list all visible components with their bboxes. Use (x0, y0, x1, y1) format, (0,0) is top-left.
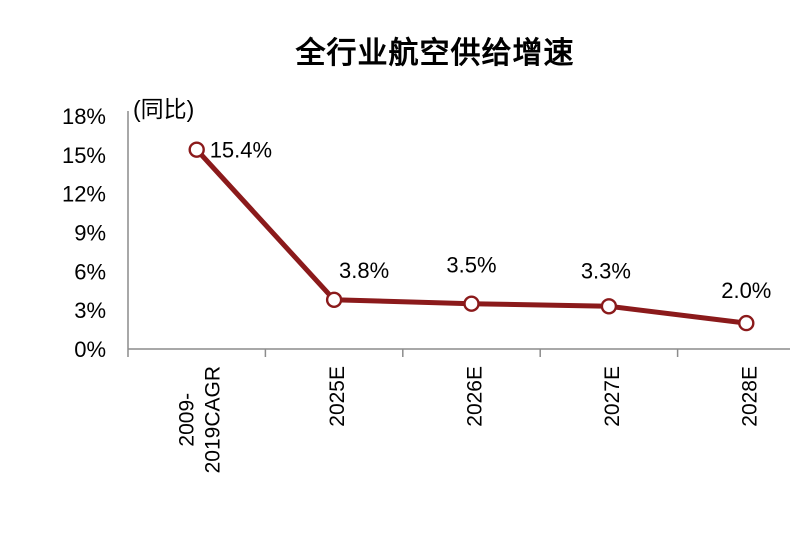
data-point-marker (738, 314, 755, 332)
y-axis-label: 6% (74, 259, 106, 284)
data-labels: 15.4% 3.8% 3.5% 3.3% 2.0% (210, 138, 772, 303)
x-axis-label: 2009- (176, 393, 199, 447)
markers (188, 141, 755, 332)
data-point-marker (188, 141, 205, 158)
data-label: 15.4% (210, 138, 272, 163)
y-axis-label: 0% (74, 337, 106, 362)
y-axis-label: 18% (62, 104, 106, 129)
data-label: 3.3% (581, 258, 631, 283)
chart-title: 全行业航空供给增速 (295, 37, 575, 70)
data-point-marker (463, 295, 480, 312)
y-axis-label: 3% (74, 298, 106, 323)
x-axis-label: 2027E (601, 366, 624, 427)
y-axis-label: 12% (62, 182, 106, 207)
y-axis-label: 9% (74, 221, 106, 246)
chart-canvas: 0% 3% 6% 9% 12% 15% 18% 2009- 2019CAGR 2025E 2026E… (62, 104, 790, 473)
chart-subtitle-yoy: (同比) (133, 96, 195, 122)
data-point-marker (600, 298, 618, 315)
y-axis-label: 15% (62, 143, 106, 168)
x-axis-label: 2026E (464, 366, 487, 427)
y-axis-labels: 0% 3% 6% 9% 12% 15% 18% (62, 104, 106, 362)
data-label: 3.5% (446, 253, 496, 278)
chart: 全行业航空供给增速 (同比) 0% 3% 6% 9% 12% 15% 18% 2009- 201… (40, 16, 790, 520)
data-label: 3.8% (339, 258, 389, 283)
x-axis-label: 2028E (738, 366, 761, 427)
data-label: 2.0% (721, 278, 771, 303)
data-point-marker (325, 291, 343, 309)
x-axis-label: 2025E (326, 366, 349, 427)
axes (127, 111, 790, 357)
x-axis-labels: 2009- 2019CAGR 2025E 2026E 2027E 2028E (176, 366, 762, 473)
x-axis-label: 2019CAGR (202, 366, 225, 473)
